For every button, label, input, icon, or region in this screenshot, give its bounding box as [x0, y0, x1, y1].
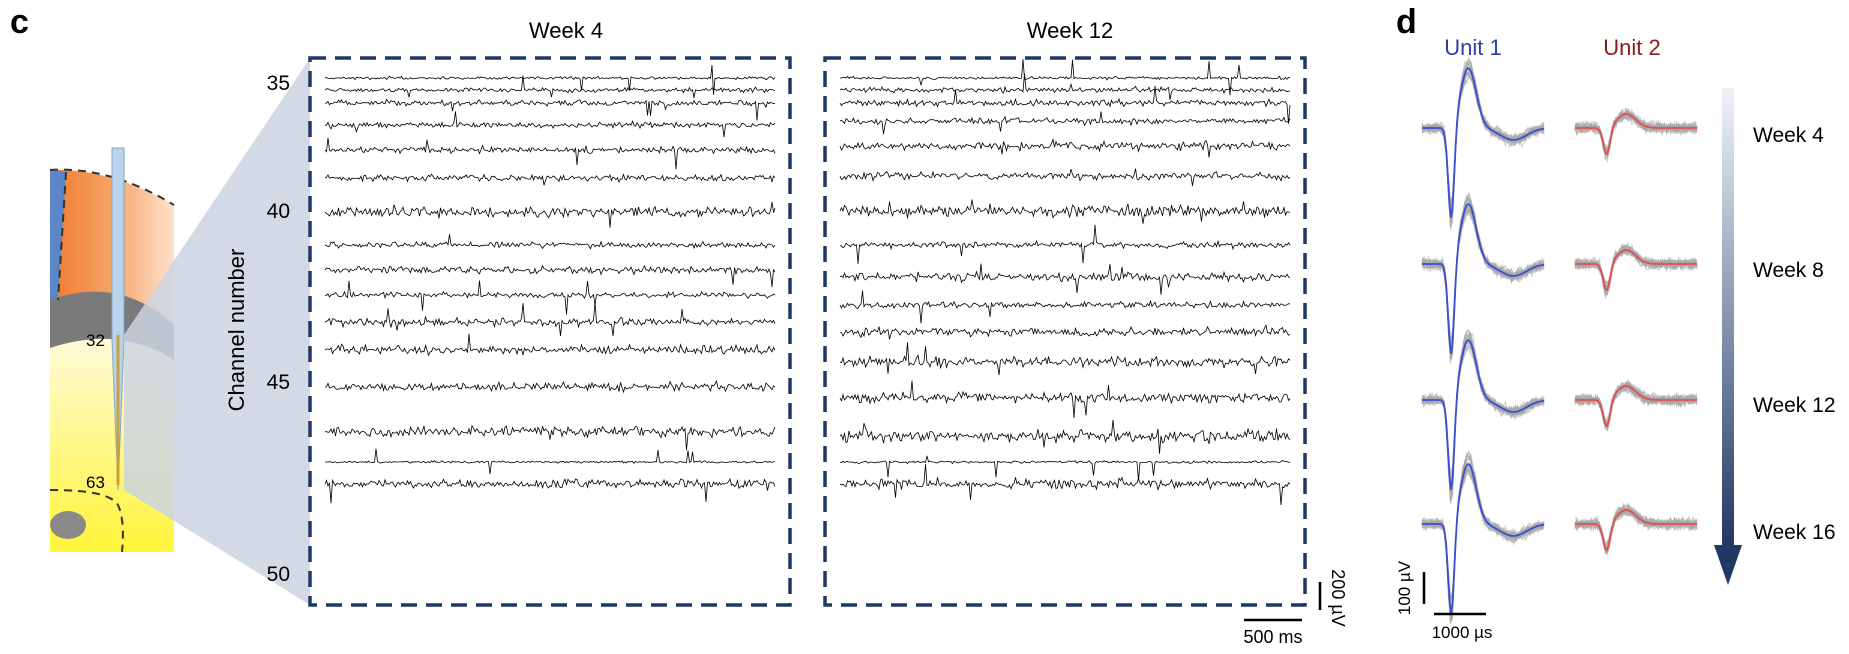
- week-label-4: Week 4: [1753, 124, 1824, 147]
- spike-overlay: [1422, 60, 1544, 225]
- unit2-waveform-week-4: [1575, 504, 1697, 555]
- week-label-16: Week 16: [1753, 521, 1836, 544]
- spike-overlay: [1422, 66, 1544, 218]
- recording-title-week12: Week 12: [1027, 18, 1113, 43]
- recording-week12: Week 12: [825, 18, 1305, 605]
- channel-tick-40: 40: [267, 200, 290, 223]
- spike-overlay: [1422, 203, 1544, 355]
- spike-overlay: [1422, 330, 1544, 502]
- time-arrow-head: [1714, 545, 1742, 585]
- spike-overlay: [1422, 335, 1544, 498]
- spike-overlay: [1422, 332, 1544, 501]
- spike-overlay: [1422, 462, 1544, 622]
- spike-overlay: [1422, 70, 1544, 216]
- panel-c: c 32 63 Channel number 35 40 45 50 Week …: [10, 3, 1348, 647]
- panel-d: d Unit 1 Unit 2 Week 4 Week 8 Week 12 We…: [1395, 3, 1836, 642]
- recording-box-week4: [310, 58, 790, 605]
- ventricle-shape: [50, 511, 86, 539]
- spike-overlay: [1422, 337, 1544, 493]
- spike-overlay: [1422, 468, 1544, 607]
- time-arrow-shaft: [1722, 88, 1734, 550]
- week-label-12: Week 12: [1753, 394, 1836, 417]
- mean-waveform: [1575, 250, 1697, 290]
- mean-waveform: [1422, 340, 1544, 489]
- unit1-waveform-week-1: [1422, 58, 1544, 230]
- spike-overlay: [1422, 333, 1544, 501]
- scalebar-time-d-label: 1000 µs: [1432, 623, 1493, 642]
- channel-tick-35: 35: [267, 72, 290, 95]
- spike-overlay: [1422, 61, 1544, 229]
- spike-overlay: [1422, 204, 1544, 354]
- channel-tick-45: 45: [267, 371, 290, 394]
- week-label-8: Week 8: [1753, 259, 1824, 282]
- scalebar-time-c-label: 500 ms: [1243, 627, 1302, 647]
- spike-overlay: [1422, 199, 1544, 353]
- spike-overlay: [1422, 200, 1544, 357]
- spike-overlay: [1422, 457, 1544, 620]
- mean-waveform: [1422, 68, 1544, 217]
- mean-waveform: [1422, 204, 1544, 353]
- unit1-title: Unit 1: [1444, 35, 1501, 60]
- scalebar-voltage-d-label: 100 µV: [1395, 560, 1414, 615]
- probe-label-top: 32: [86, 331, 105, 350]
- channel-axis-label: Channel number: [224, 249, 249, 412]
- channel-tick-50: 50: [267, 563, 290, 586]
- spike-overlay: [1422, 341, 1544, 492]
- spike-overlay: [1422, 342, 1544, 489]
- spike-overlay: [1422, 338, 1544, 494]
- recording-title-week4: Week 4: [529, 18, 603, 43]
- spike-overlay: [1422, 197, 1544, 364]
- spike-overlay: [1422, 63, 1544, 225]
- spike-overlay: [1422, 62, 1544, 224]
- waveform-grid: [1422, 58, 1697, 624]
- panel-c-letter: c: [10, 3, 29, 41]
- spike-overlay: [1422, 60, 1544, 228]
- unit2-waveform-week-1: [1575, 109, 1697, 162]
- spike-overlay: [1422, 58, 1544, 227]
- spike-overlay: [1422, 334, 1544, 500]
- unit2-waveform-week-2: [1575, 243, 1697, 298]
- probe-label-bottom: 63: [86, 473, 105, 492]
- unit1-waveform-week-3: [1422, 330, 1544, 505]
- scalebar-voltage-c-label: 200 µV: [1328, 569, 1348, 626]
- unit1-waveform-week-4: [1422, 452, 1544, 624]
- spike-overlay: [1422, 200, 1544, 361]
- unit2-title: Unit 2: [1603, 35, 1660, 60]
- recording-week4: Week 4: [310, 18, 790, 605]
- spike-overlay: [1422, 65, 1544, 223]
- spike-overlay: [1422, 340, 1544, 493]
- panel-d-letter: d: [1396, 3, 1417, 41]
- spike-overlay: [1422, 330, 1544, 505]
- unit1-waveform-week-2: [1422, 193, 1544, 364]
- spike-overlay: [1422, 334, 1544, 501]
- unit2-waveform-week-3: [1575, 379, 1697, 431]
